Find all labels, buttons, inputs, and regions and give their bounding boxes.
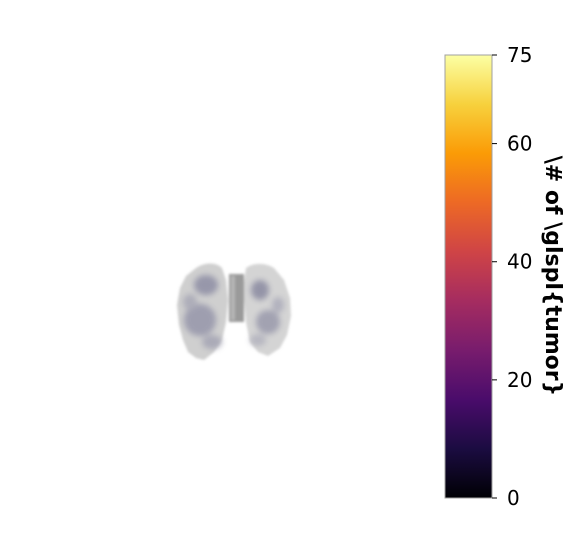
colorbar-gradient bbox=[444, 54, 493, 499]
colorbar-tick-label: 75 bbox=[507, 43, 532, 67]
colorbar-label: \# of \glspl{tumor} bbox=[540, 156, 564, 397]
colorbar-tick-label: 20 bbox=[507, 368, 532, 392]
lung-density-overlay bbox=[183, 275, 284, 349]
colorbar-tick-label: 0 bbox=[507, 486, 520, 510]
colorbar-ticks: 0 20 40 60 75 bbox=[492, 43, 532, 510]
colorbar-tick-label: 60 bbox=[507, 132, 532, 156]
colorbar-tick-label: 40 bbox=[507, 250, 532, 274]
colorbar: 0 20 40 60 75 \# of \glspl{tumor} bbox=[444, 43, 564, 510]
